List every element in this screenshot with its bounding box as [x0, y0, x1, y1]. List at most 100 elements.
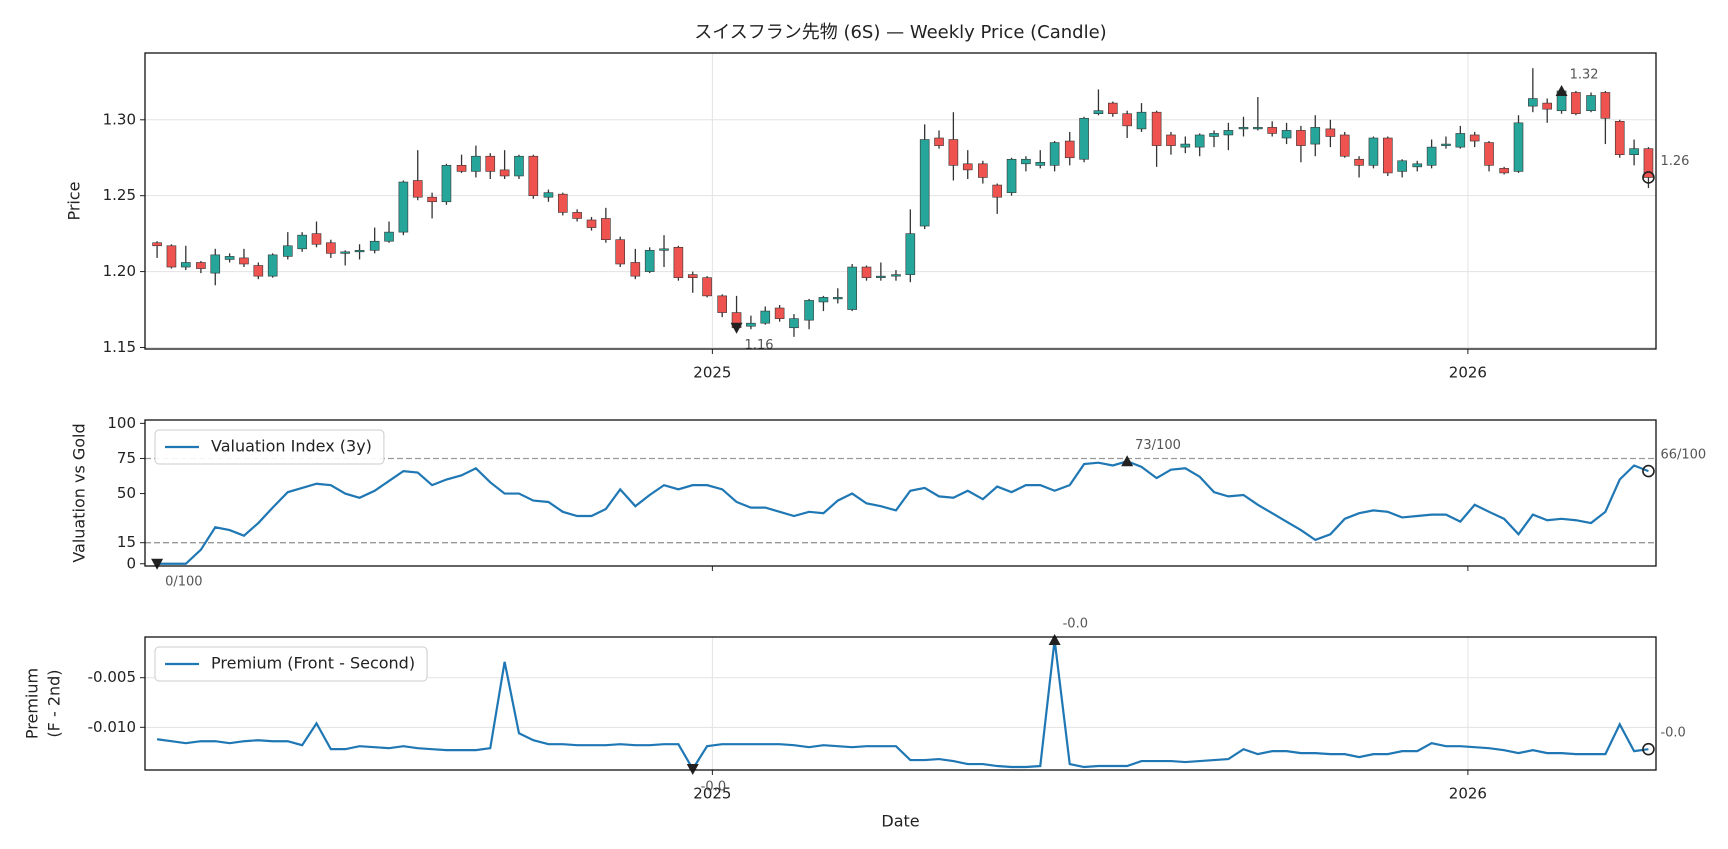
annotation-marker [151, 558, 164, 570]
annotation-marker [730, 322, 743, 334]
y-tick-label: 75 [117, 449, 136, 467]
legend-label: Valuation Index (3y) [211, 437, 372, 456]
candle-body [948, 139, 959, 166]
candle-body [354, 250, 365, 253]
annotation-marker [1048, 633, 1061, 645]
candle-body [673, 246, 684, 278]
y-tick-label: 0 [126, 554, 136, 572]
candle-body [774, 307, 785, 319]
legend-box [154, 646, 428, 682]
candle-body [152, 242, 162, 247]
candle-body [1354, 158, 1364, 166]
candle-body [543, 192, 554, 198]
candle-body [253, 265, 264, 277]
candle-body [398, 181, 409, 233]
y-axis-label: (F - 2nd) [45, 669, 64, 737]
legend-label: Premium (Front - Second) [211, 654, 415, 673]
candle-body [760, 310, 771, 324]
candle-body [1586, 95, 1596, 111]
annotation-marker [1642, 742, 1655, 756]
annotation-label: -0.0 [1660, 726, 1685, 741]
candle-body [601, 218, 611, 241]
candle-body [1079, 117, 1089, 160]
candle-body [572, 212, 582, 219]
candle-body [832, 297, 843, 300]
candle-body [1281, 130, 1292, 139]
candle-body [1368, 137, 1379, 166]
candle-body [180, 262, 191, 268]
candle-body [1441, 143, 1451, 146]
annotation-marker [1121, 455, 1134, 467]
candle-body [1166, 134, 1176, 146]
candle-body [1325, 128, 1336, 137]
candle-body [992, 184, 1003, 198]
candle-body [1397, 160, 1407, 172]
y-tick-label: 1.15 [103, 338, 136, 356]
candle-body [978, 163, 988, 178]
candle-body [1151, 111, 1162, 146]
candle-body [687, 274, 698, 278]
legend-box [154, 429, 385, 465]
y-tick-label: -0.010 [88, 718, 136, 736]
candle-body [1542, 102, 1553, 110]
candle-body [528, 155, 539, 196]
candle-body [1455, 133, 1466, 148]
candle-body [1006, 158, 1017, 193]
candle-body [1499, 168, 1509, 174]
y-axis-label: Valuation vs Gold [70, 423, 89, 562]
candle-body [717, 295, 728, 313]
chart-title: スイスフラン先物 (6S) — Weekly Price (Candle) [694, 22, 1106, 43]
annotation-label: -0.0 [1063, 616, 1088, 631]
candle-body [876, 275, 886, 278]
candle-body [847, 266, 857, 310]
candle-body [1382, 137, 1393, 174]
candle-body [427, 196, 437, 203]
legend: Premium (Front - Second) [154, 646, 428, 682]
annotation-label: 1.32 [1570, 67, 1599, 82]
candle-body [905, 233, 916, 275]
candle-body [224, 256, 235, 260]
candle-body [1021, 158, 1031, 165]
candle-body [1122, 113, 1132, 127]
candle-body [702, 277, 712, 297]
candle-body [1136, 111, 1147, 130]
candle-body [1310, 127, 1321, 145]
candle-body [1049, 142, 1060, 166]
candle-body [1513, 122, 1524, 172]
candle-body [644, 250, 655, 272]
candle-body [1296, 130, 1306, 146]
candle-body [1412, 163, 1423, 168]
annotation-label: -0.0 [701, 780, 726, 795]
y-tick-label: 1.20 [103, 262, 136, 280]
candle-body [1629, 148, 1639, 156]
plot-frame [144, 52, 1657, 350]
candle-body [861, 266, 872, 278]
candle-body [499, 169, 510, 177]
candle-body [891, 274, 901, 277]
candle-body [630, 262, 641, 277]
candle-body [1600, 92, 1611, 119]
y-axis-label: Premium [23, 668, 42, 739]
candle-body [384, 231, 394, 242]
series-line [156, 639, 1649, 772]
candle-body [1484, 142, 1494, 166]
candle-body [1469, 134, 1480, 142]
candle-body [746, 322, 756, 327]
candle-body [962, 163, 973, 171]
annotation-marker [1642, 464, 1655, 478]
candle-body [1093, 110, 1104, 115]
candle-body [456, 165, 467, 172]
candle-body [1107, 102, 1118, 115]
candle-body [297, 234, 307, 250]
annotation-marker [1555, 84, 1568, 96]
legend: Valuation Index (3y) [154, 429, 385, 465]
candle-body [1339, 134, 1350, 157]
candle-body [326, 242, 336, 254]
candle-body [210, 254, 221, 274]
candle-body [1223, 130, 1234, 136]
candle-body [412, 180, 423, 198]
candle-body [818, 297, 829, 303]
plot-frame [144, 636, 1657, 771]
candle-body [340, 251, 351, 254]
